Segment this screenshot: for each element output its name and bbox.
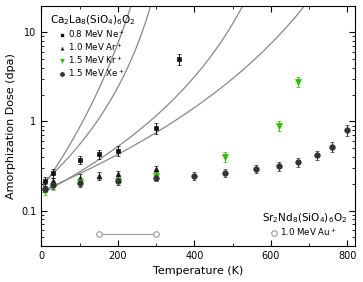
Y-axis label: Amorphization Dose (dpa): Amorphization Dose (dpa)	[5, 53, 16, 199]
Legend: 1.0 MeV Au$^+$: 1.0 MeV Au$^+$	[261, 211, 348, 239]
X-axis label: Temperature (K): Temperature (K)	[153, 266, 243, 276]
